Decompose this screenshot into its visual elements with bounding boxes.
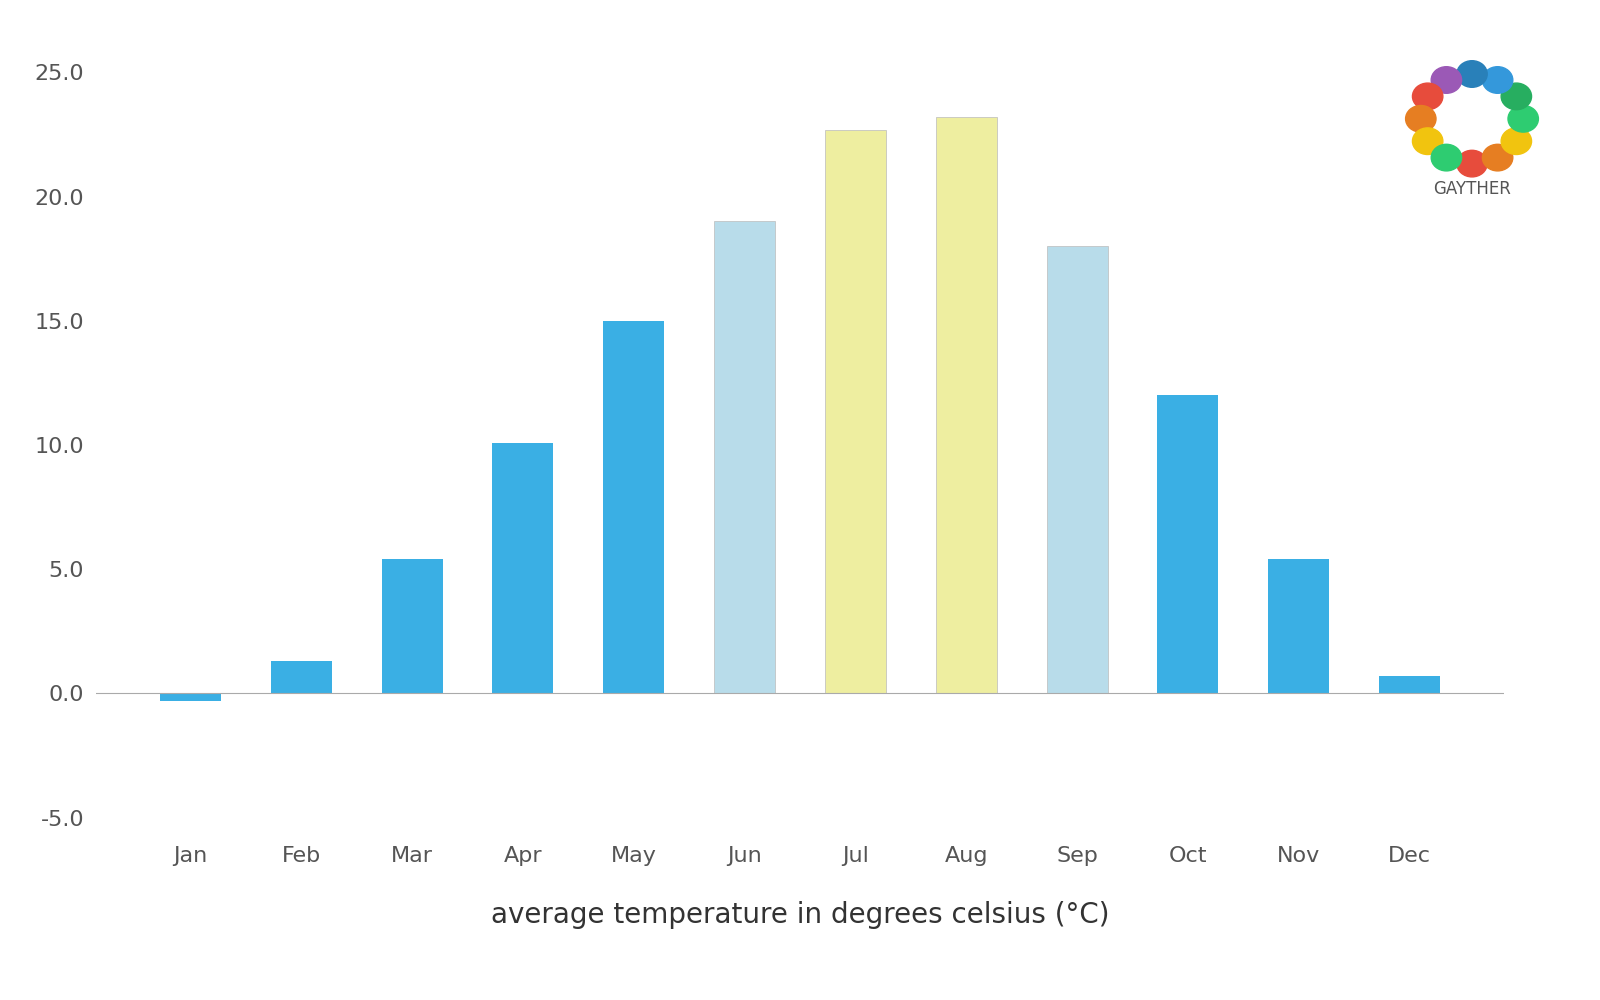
X-axis label: average temperature in degrees celsius (°C): average temperature in degrees celsius (… — [491, 901, 1109, 929]
Bar — [936, 117, 997, 693]
Bar — [714, 221, 774, 693]
Circle shape — [1501, 83, 1531, 110]
Circle shape — [1507, 105, 1539, 132]
Bar — [603, 321, 664, 693]
Circle shape — [1501, 128, 1531, 154]
Circle shape — [1413, 83, 1443, 110]
Bar — [493, 443, 554, 693]
Circle shape — [1482, 67, 1514, 93]
Circle shape — [1482, 144, 1514, 171]
Circle shape — [1413, 128, 1443, 154]
Bar — [1379, 676, 1440, 693]
Bar — [382, 559, 443, 693]
Circle shape — [1456, 150, 1488, 177]
Bar — [826, 130, 886, 693]
Circle shape — [1432, 144, 1462, 171]
Text: GAYTHER: GAYTHER — [1434, 180, 1510, 198]
Circle shape — [1456, 61, 1488, 87]
Bar — [270, 661, 331, 693]
Bar — [1157, 395, 1218, 693]
Bar — [1046, 246, 1107, 693]
Bar — [160, 693, 221, 701]
Circle shape — [1432, 67, 1462, 93]
Bar — [1269, 559, 1330, 693]
Circle shape — [1405, 105, 1437, 132]
